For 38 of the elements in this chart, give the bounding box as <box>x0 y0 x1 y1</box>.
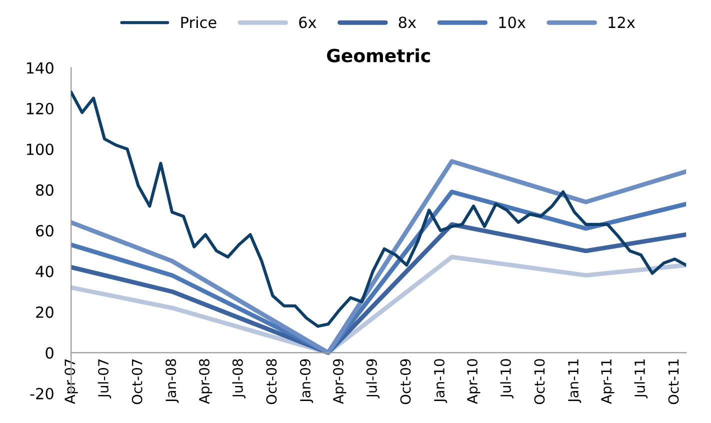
x-tick-label: Jul-07 <box>98 359 112 398</box>
line-series <box>71 254 686 355</box>
legend-label: 10x <box>499 16 526 28</box>
y-tick-label: 100 <box>26 144 54 156</box>
legend-label: Price <box>181 16 216 28</box>
y-tick-label: 140 <box>26 62 54 74</box>
x-tick-label: Jul-09 <box>366 359 380 398</box>
y-tick-label: 80 <box>36 184 54 196</box>
x-tick-label: Apr-11 <box>601 360 614 404</box>
y-tick-label: 60 <box>36 225 54 237</box>
line-series <box>71 222 686 355</box>
y-tick-label: 120 <box>26 102 54 114</box>
y-tick-label: 40 <box>36 266 54 278</box>
x-tick-label: Jan-08 <box>166 359 179 404</box>
x-tick-label: Jul-10 <box>500 359 514 398</box>
x-tick-label: Apr-10 <box>467 359 480 404</box>
line-series <box>71 159 686 355</box>
legend-label: 6x <box>299 16 316 28</box>
x-tick-label: Jul-08 <box>232 359 246 398</box>
x-tick-label: Jan-10 <box>434 359 448 404</box>
x-tick-label: Apr-09 <box>333 359 346 404</box>
x-tick-label: Oct-09 <box>400 359 411 404</box>
legend-label: 12x <box>608 16 635 28</box>
line-series <box>71 90 686 328</box>
y-tick-label: 0 <box>46 347 54 359</box>
x-tick-label: Oct-11 <box>668 360 679 404</box>
x-tick-label: Apr-07 <box>64 359 78 404</box>
x-tick-label: Apr-08 <box>199 359 212 404</box>
x-tick-label: Oct-10 <box>534 359 545 404</box>
y-tick-label: 20 <box>36 306 54 318</box>
legend-label: 8x <box>398 16 416 28</box>
x-tick-label: Jul-11 <box>634 360 648 398</box>
y-tick-label: -20 <box>30 388 54 400</box>
x-tick-label: Oct-07 <box>132 359 142 404</box>
x-tick-label: Jan-11 <box>568 360 582 404</box>
x-tick-label: Oct-08 <box>266 359 277 404</box>
x-tick-label: Jan-09 <box>300 359 314 404</box>
chart-title: Geometric <box>327 48 430 62</box>
